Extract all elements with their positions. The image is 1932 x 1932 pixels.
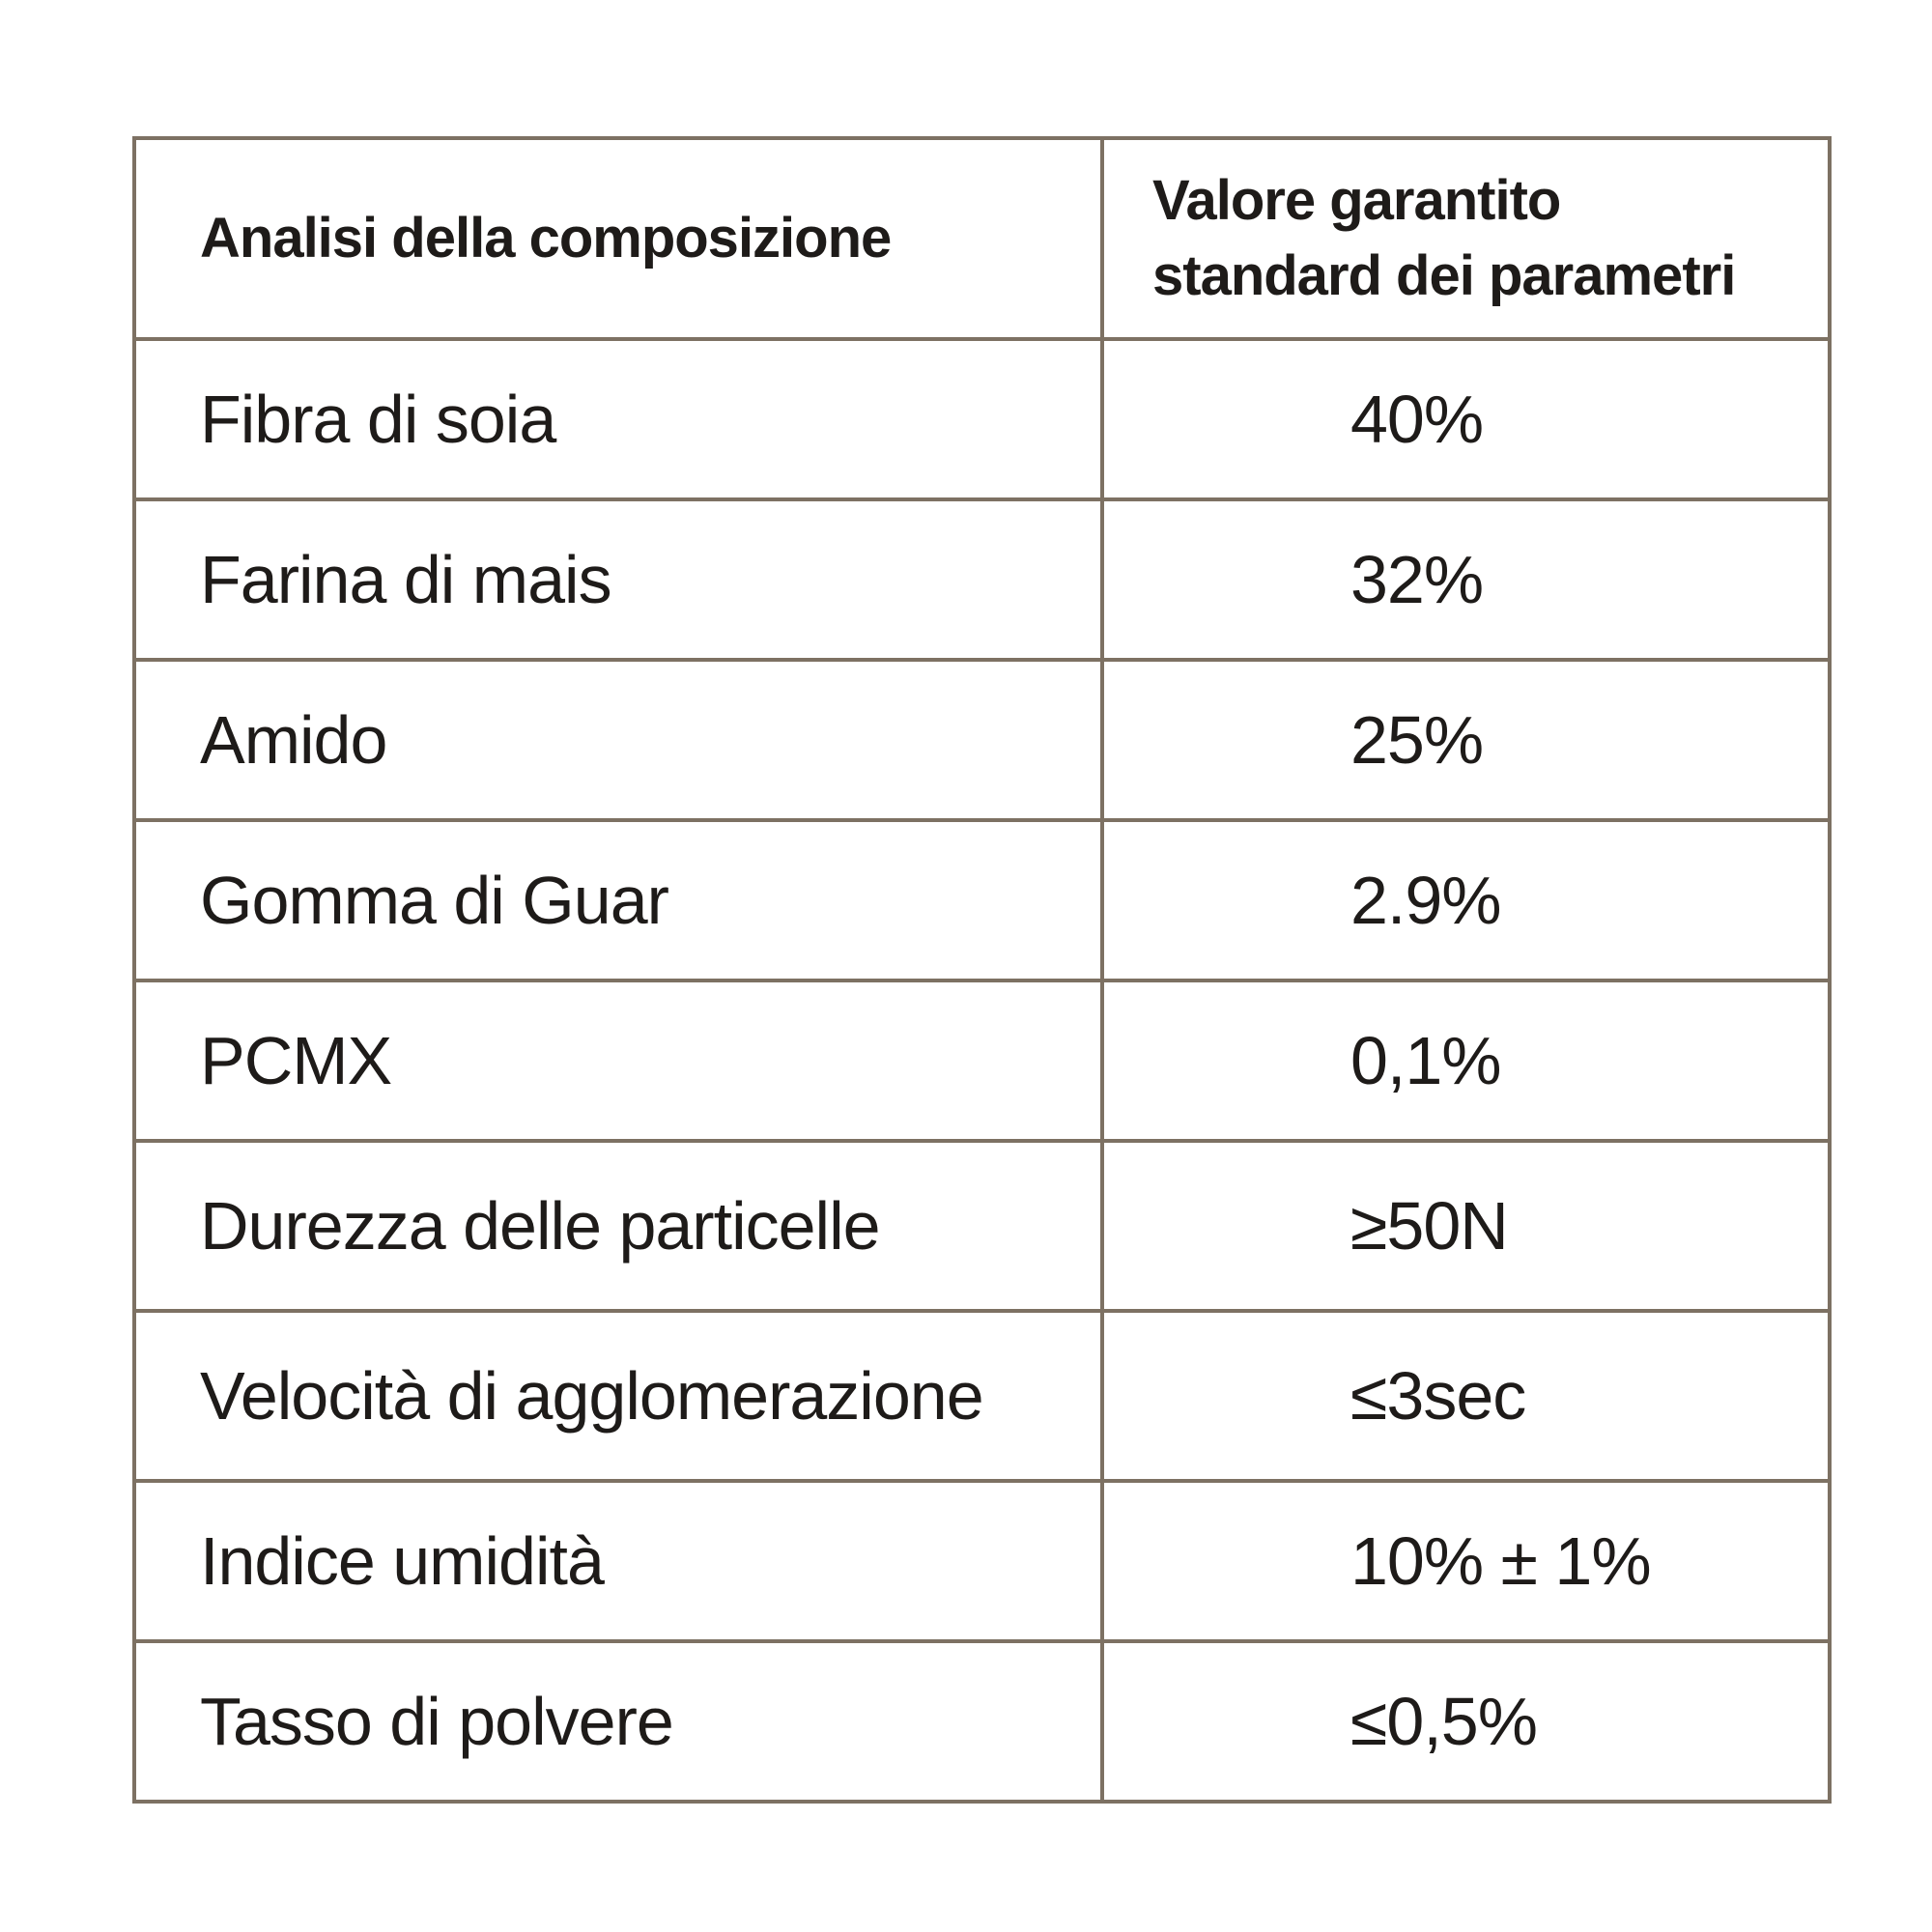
component-value: 32% (1100, 497, 1832, 662)
component-value: ≥50N (1100, 1139, 1832, 1313)
table-row: Velocità di agglomerazione ≤3sec (132, 1309, 1832, 1483)
component-value: 2.9% (1100, 818, 1832, 982)
header-value-line2: standard dei parametri (1152, 244, 1736, 307)
table-row: Indice umidità 10% ± 1% (132, 1479, 1832, 1643)
header-value-line1: Valore garantito (1152, 168, 1561, 232)
component-value: 10% ± 1% (1100, 1479, 1832, 1643)
component-name: Fibra di soia (132, 337, 1104, 501)
header-composition: Analisi della composizione (132, 136, 1104, 341)
component-name: Farina di mais (132, 497, 1104, 662)
component-name: PCMX (132, 979, 1104, 1143)
composition-table: Analisi della composizione Valore garant… (132, 136, 1832, 1804)
component-value: 25% (1100, 658, 1832, 822)
table-row: Tasso di polvere ≤0,5% (132, 1639, 1832, 1804)
component-value: ≤3sec (1100, 1309, 1832, 1483)
table-row: PCMX 0,1% (132, 979, 1832, 1143)
table-row: Farina di mais 32% (132, 497, 1832, 662)
component-value: 40% (1100, 337, 1832, 501)
table-row: Durezza delle particelle ≥50N (132, 1139, 1832, 1313)
table-row: Amido 25% (132, 658, 1832, 822)
component-name: Velocità di agglomerazione (132, 1309, 1104, 1483)
component-name: Durezza delle particelle (132, 1139, 1104, 1313)
component-name: Gomma di Guar (132, 818, 1104, 982)
component-name: Tasso di polvere (132, 1639, 1104, 1804)
component-name: Amido (132, 658, 1104, 822)
header-guaranteed-value: Valore garantito standard dei parametri (1100, 136, 1832, 341)
table-row: Fibra di soia 40% (132, 337, 1832, 501)
table-header-row: Analisi della composizione Valore garant… (132, 136, 1832, 341)
component-name: Indice umidità (132, 1479, 1104, 1643)
component-value: 0,1% (1100, 979, 1832, 1143)
component-value: ≤0,5% (1100, 1639, 1832, 1804)
table-row: Gomma di Guar 2.9% (132, 818, 1832, 982)
